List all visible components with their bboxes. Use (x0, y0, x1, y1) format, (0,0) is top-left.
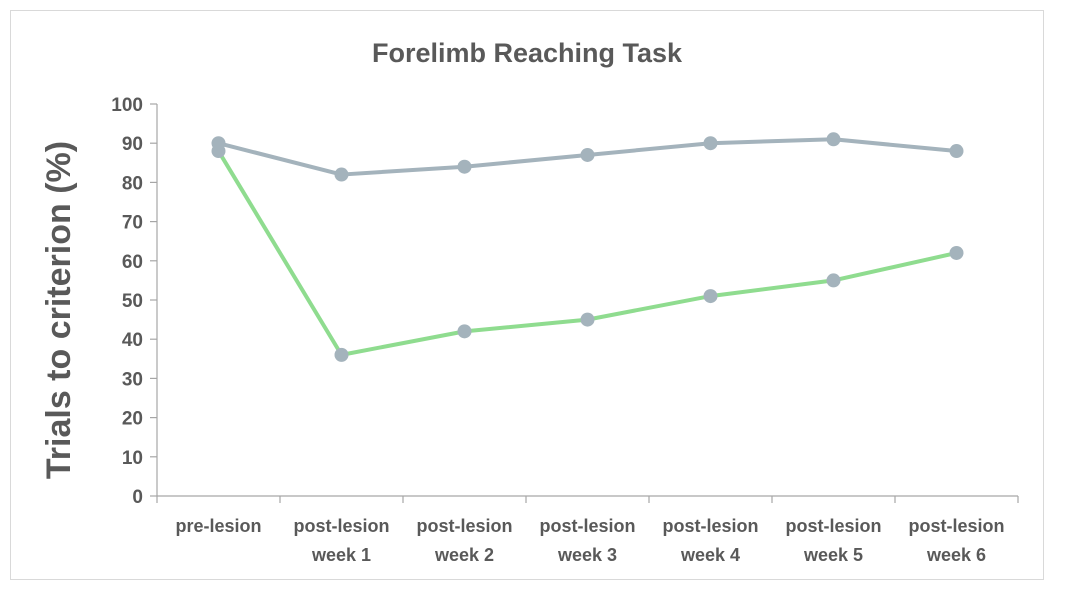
y-tick-label: 40 (122, 330, 143, 351)
y-tick-label: 80 (122, 173, 143, 194)
series-2-point (703, 136, 718, 151)
series-2-point (211, 136, 226, 151)
y-tick-label: 30 (122, 369, 143, 390)
x-tick-label: post-lesion week 6 (908, 516, 1004, 565)
x-tick-label: pre-lesion (175, 516, 261, 536)
series-2-point (334, 167, 349, 182)
x-tick-label: post-lesion week 5 (785, 516, 881, 565)
series-1-point (334, 347, 349, 362)
series-2-point (949, 144, 964, 159)
series-1-point (457, 324, 472, 339)
series-2-point (826, 132, 841, 147)
y-tick-label: 10 (122, 448, 143, 469)
series-group (211, 132, 964, 362)
x-tick-label: post-lesion week 4 (662, 516, 758, 565)
series-2-point (457, 159, 472, 174)
axes: 0 10 20 30 40 50 60 70 80 90 100 pre-lesion post-les… (111, 95, 1019, 565)
x-tick-label: post-lesion week 1 (293, 516, 389, 565)
y-tick-label: 50 (122, 291, 143, 312)
series-1-point (949, 245, 964, 260)
y-tick-label: 70 (122, 213, 143, 234)
y-tick-label: 90 (122, 134, 143, 155)
x-tick-label: post-lesion week 3 (539, 516, 635, 565)
y-tick-label: 0 (132, 487, 143, 508)
series-2-point (580, 147, 595, 162)
series-1-point (826, 273, 841, 288)
y-tick-label: 60 (122, 252, 143, 273)
y-tick-label: 20 (122, 409, 143, 430)
chart-frame (10, 10, 1044, 580)
x-tick-label: post-lesion week 2 (416, 516, 512, 565)
series-1-point (703, 289, 718, 304)
series-1-point (580, 312, 595, 327)
y-tick-label: 100 (111, 95, 143, 116)
chart-title: Forelimb Reaching Task (372, 38, 683, 68)
y-axis-label: Trials to criterion (%) (40, 141, 78, 479)
